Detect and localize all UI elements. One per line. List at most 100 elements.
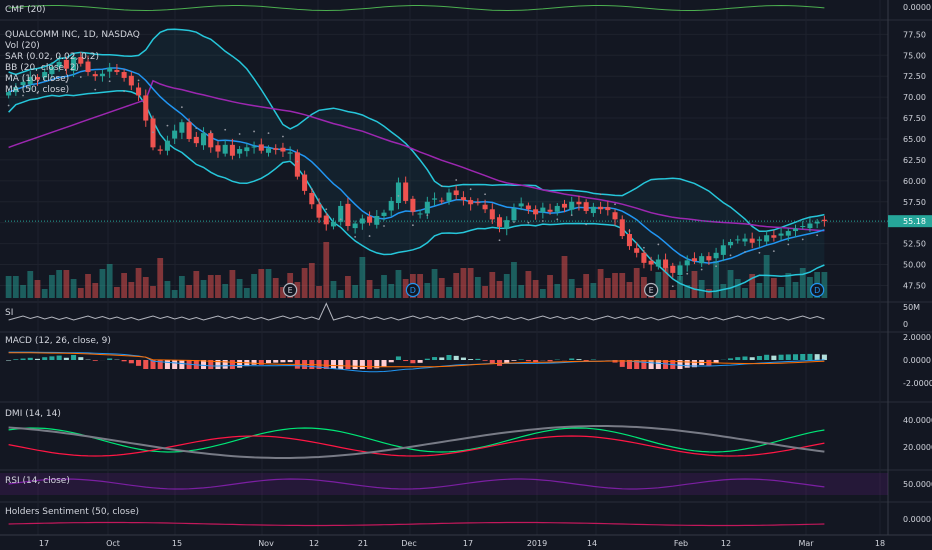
candle-body[interactable] <box>612 212 618 220</box>
candle-body[interactable] <box>684 260 690 266</box>
candle-body[interactable] <box>511 208 517 221</box>
candle-body[interactable] <box>792 228 799 232</box>
candle-body[interactable] <box>258 144 264 151</box>
candle-body[interactable] <box>229 144 235 156</box>
candle-body[interactable] <box>764 235 770 242</box>
candle-body[interactable] <box>785 231 791 236</box>
candle-body[interactable] <box>735 239 741 241</box>
candle-body[interactable] <box>504 220 510 229</box>
candle-body[interactable] <box>663 259 669 268</box>
candle-body[interactable] <box>388 200 394 211</box>
candle-body[interactable] <box>554 205 560 212</box>
candle-body[interactable] <box>280 147 286 152</box>
candle-body[interactable] <box>316 204 322 218</box>
candle-body[interactable] <box>395 182 401 204</box>
candle-body[interactable] <box>273 148 279 150</box>
candle-body[interactable] <box>172 130 178 139</box>
candle-body[interactable] <box>136 87 142 96</box>
event-marker-d[interactable]: D <box>810 282 825 298</box>
candle-body[interactable] <box>475 202 481 204</box>
candle-body[interactable] <box>590 206 596 214</box>
candle-body[interactable] <box>374 215 380 225</box>
candle-body[interactable] <box>201 133 207 146</box>
candle-body[interactable] <box>157 149 163 151</box>
candle-body[interactable] <box>302 174 308 191</box>
candle-body[interactable] <box>128 75 134 86</box>
candle-body[interactable] <box>821 219 827 222</box>
candle-body[interactable] <box>323 215 329 225</box>
candle-body[interactable] <box>677 265 683 275</box>
legend-bb[interactable]: BB (20, close, 2) <box>5 63 79 73</box>
candle-body[interactable] <box>49 67 55 75</box>
candle-body[interactable] <box>287 152 293 154</box>
candle-body[interactable] <box>99 73 105 77</box>
candle-body[interactable] <box>720 245 726 255</box>
panel-title-holders[interactable]: Holders Sentiment (50, close) <box>5 507 139 517</box>
candle-body[interactable] <box>13 87 19 93</box>
candle-body[interactable] <box>114 69 120 73</box>
candle-body[interactable] <box>193 136 199 144</box>
candle-body[interactable] <box>482 204 488 210</box>
candle-body[interactable] <box>626 233 632 247</box>
legend-sar[interactable]: SAR (0.02, 0.02, 0.2) <box>5 52 99 62</box>
candle-body[interactable] <box>691 258 697 262</box>
legend-vol[interactable]: Vol (20) <box>5 41 40 51</box>
candle-body[interactable] <box>6 92 12 96</box>
candle-body[interactable] <box>309 192 315 205</box>
candle-body[interactable] <box>583 202 589 211</box>
candle-body[interactable] <box>749 238 755 243</box>
candle-body[interactable] <box>713 252 719 259</box>
candle-body[interactable] <box>352 223 358 229</box>
candle-body[interactable] <box>525 205 531 210</box>
candle-body[interactable] <box>403 182 409 201</box>
candle-body[interactable] <box>547 209 553 212</box>
candle-body[interactable] <box>251 146 257 148</box>
candle-body[interactable] <box>432 198 438 200</box>
panel-title-si[interactable]: SI <box>5 308 13 318</box>
candle-body[interactable] <box>533 209 539 215</box>
candle-body[interactable] <box>417 213 423 215</box>
candle-body[interactable] <box>338 205 344 222</box>
candle-body[interactable] <box>63 59 69 69</box>
event-marker-d[interactable]: D <box>405 282 420 298</box>
candle-body[interactable] <box>605 207 611 211</box>
candle-body[interactable] <box>540 207 546 213</box>
candle-body[interactable] <box>756 239 762 241</box>
candle-body[interactable] <box>699 256 705 264</box>
candle-body[interactable] <box>345 203 351 227</box>
candle-body[interactable] <box>121 72 127 78</box>
candle-body[interactable] <box>807 223 813 229</box>
candle-body[interactable] <box>778 233 784 236</box>
event-marker-e[interactable]: E <box>283 282 298 298</box>
candle-body[interactable] <box>460 197 466 201</box>
candle-body[interactable] <box>641 252 647 263</box>
candle-body[interactable] <box>814 221 820 224</box>
candle-body[interactable] <box>164 140 170 151</box>
candle-body[interactable] <box>670 265 676 273</box>
panel-title-dmi[interactable]: DMI (14, 14) <box>5 409 61 419</box>
candle-body[interactable] <box>215 145 221 152</box>
candle-body[interactable] <box>208 133 214 148</box>
candle-body[interactable] <box>179 122 185 133</box>
candle-body[interactable] <box>439 200 445 202</box>
candle-body[interactable] <box>576 201 582 205</box>
legend-ma50[interactable]: MA (50, close) <box>5 85 69 95</box>
candle-body[interactable] <box>771 235 777 238</box>
candle-body[interactable] <box>27 77 33 85</box>
candle-body[interactable] <box>294 152 300 177</box>
candle-body[interactable] <box>496 217 503 227</box>
candle-body[interactable] <box>367 216 373 223</box>
candle-body[interactable] <box>237 149 243 154</box>
candle-body[interactable] <box>706 256 712 261</box>
candle-body[interactable] <box>619 219 625 237</box>
candle-body[interactable] <box>742 238 748 242</box>
candle-body[interactable] <box>222 144 228 154</box>
candle-body[interactable] <box>78 56 84 64</box>
candle-body[interactable] <box>489 209 495 220</box>
event-marker-e[interactable]: E <box>644 282 659 298</box>
candle-body[interactable] <box>330 221 337 227</box>
candle-body[interactable] <box>56 61 62 68</box>
candle-body[interactable] <box>107 67 113 72</box>
candle-body[interactable] <box>359 218 365 224</box>
